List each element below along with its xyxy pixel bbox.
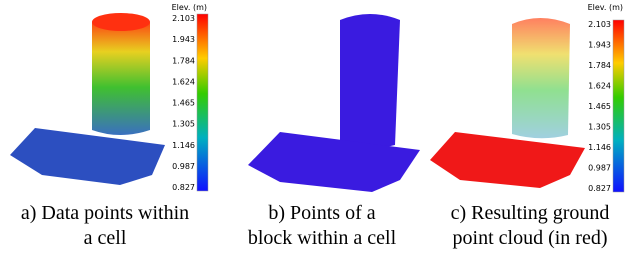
cylinder	[340, 14, 400, 148]
caption-line: point cloud (in red)	[453, 227, 608, 249]
colorbar-tick-label: 0.827	[588, 184, 611, 193]
caption-line: b) Points of a	[268, 202, 375, 224]
colorbar	[613, 20, 624, 192]
caption-line: c) Resulting ground	[451, 202, 610, 224]
colorbar-tick-label: 1.305	[588, 123, 611, 132]
colorbar	[197, 14, 208, 191]
point-cloud-c	[430, 18, 585, 188]
colorbar-tick-label: 0.987	[588, 164, 611, 173]
caption-line: a cell	[84, 227, 127, 249]
colorbar-tick-label: 1.943	[172, 35, 195, 44]
colorbar-tick-label: 2.103	[172, 14, 195, 23]
colorbar-tick-label: 1.465	[172, 99, 195, 108]
colorbar-tick-label: 1.146	[588, 143, 611, 152]
colorbar-tick-label: 0.987	[172, 162, 195, 171]
cylinder	[92, 16, 150, 135]
colorbar-tick-label: 0.827	[172, 183, 195, 192]
colorbar-tick-label: 1.305	[172, 120, 195, 129]
cylinder	[512, 18, 570, 138]
slab	[430, 132, 585, 188]
colorbar-tick-label: 1.624	[588, 82, 611, 91]
point-cloud-a	[10, 13, 165, 185]
colorbar-tick-label: 1.943	[588, 41, 611, 50]
caption-line: block within a cell	[248, 227, 397, 249]
point-cloud-b	[248, 14, 420, 192]
colorbar-tick-label: 2.103	[588, 20, 611, 29]
colorbar-title: Elev. (m)	[588, 3, 623, 12]
colorbar-title: Elev. (m)	[172, 3, 207, 12]
colorbar-tick-label: 1.146	[172, 141, 195, 150]
caption-line: a) Data points within	[21, 202, 189, 224]
colorbar-tick-label: 1.624	[172, 77, 195, 86]
slab	[10, 128, 165, 185]
colorbar-tick-label: 1.784	[588, 61, 611, 70]
colorbar-tick-label: 1.784	[172, 56, 195, 65]
colorbar-tick-label: 1.465	[588, 102, 611, 111]
figure: a) Data points within a cell Elev. (m) 2.10…	[0, 0, 634, 253]
cylinder-top	[92, 13, 150, 31]
